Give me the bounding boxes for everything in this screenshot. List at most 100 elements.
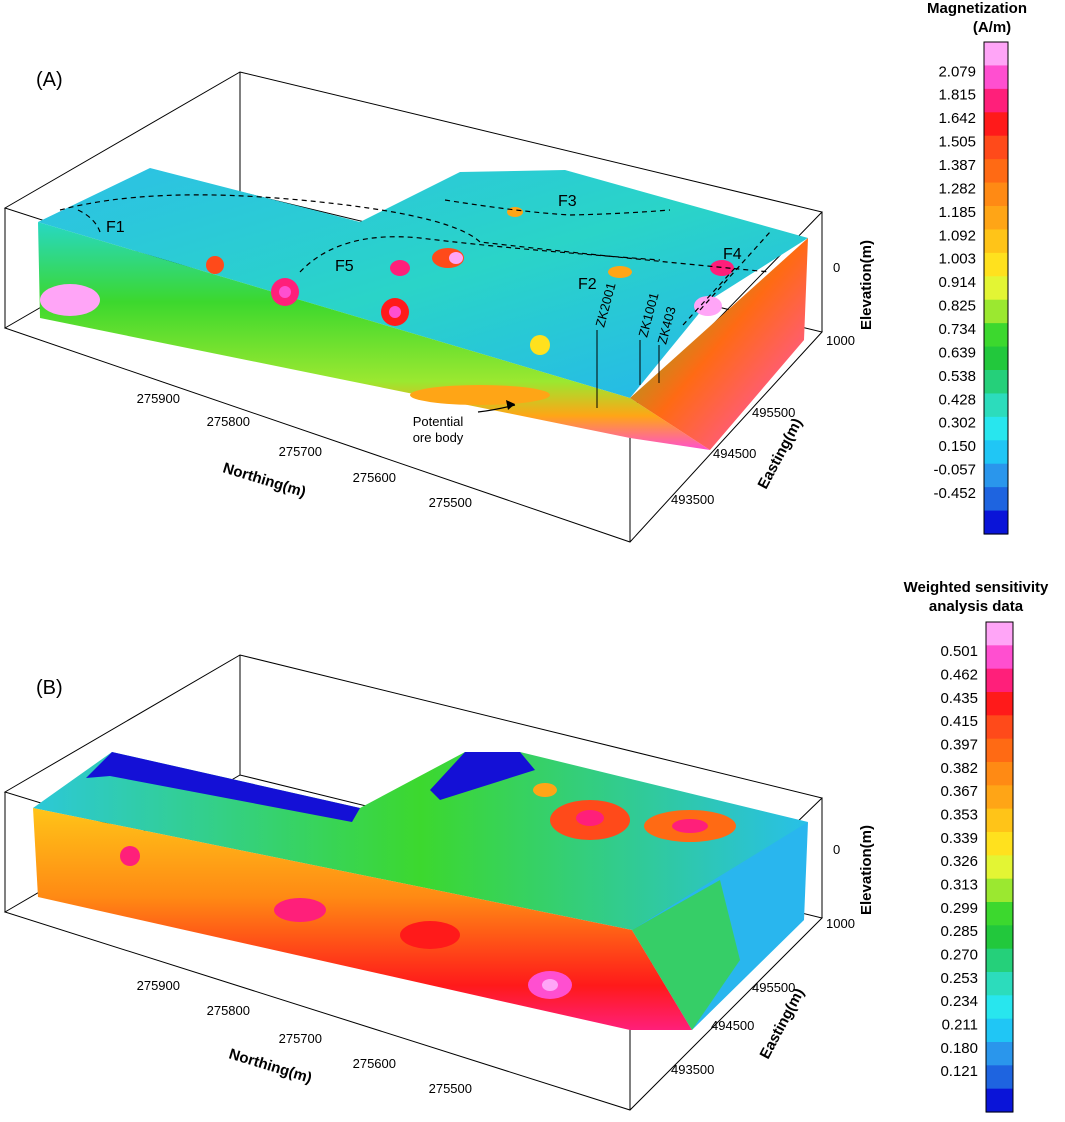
easting-tick: 494500 [711,1018,754,1033]
colorbar-swatch [984,299,1008,324]
elevation-axis-title: Elevation(m) [858,825,875,915]
elevation-tick: 0 [833,260,840,275]
northing-axis-title: Northing(m) [227,1046,314,1087]
colorbar-swatch [984,440,1008,465]
colorbar-swatch [986,925,1013,950]
northing-tick: 275800 [207,414,250,429]
colorbar-tick-label: 1.505 [938,134,976,151]
colorbar-swatch [984,393,1008,418]
colorbar-tick-label: 0.734 [938,321,976,338]
colorbar-tick-label: 0.382 [940,760,978,777]
colorbar-swatch [986,785,1013,810]
colorbar-swatch [986,808,1013,833]
colorbar-swatch [984,370,1008,395]
panel-b-block [33,752,808,1030]
northing-tick: 275500 [429,1081,472,1096]
colorbar-swatch [986,668,1013,693]
colorbar-tick-label: 0.538 [938,368,976,385]
colorbar-swatch [984,229,1008,254]
colorbar-tick-label: 0.121 [940,1063,978,1080]
fault-label-f5: F5 [335,258,354,275]
colorbar-tick-label: -0.452 [933,485,976,502]
easting-tick: 493500 [671,1062,714,1077]
panel-b-label: (B) [36,677,63,699]
panel-b-northing-axis: 275900 275800 275700 275600 275500 North… [137,978,472,1096]
colorbar-tick-label: 1.815 [938,87,976,104]
colorbar-tick-label: 0.326 [940,853,978,870]
colorbar-tick-label: 0.397 [940,737,978,754]
ore-body-label-line1: Potential [413,414,464,429]
colorbar-tick-label: 0.639 [938,344,976,361]
colorbar-tick-label: 0.302 [938,415,976,432]
colorbar-tick-label: 1.185 [938,204,976,221]
panel-a-top-surface [38,168,808,398]
colorbar-swatch [984,510,1008,535]
colorbar-swatch [986,692,1013,716]
colorbar-title-line1: Magnetization [927,0,1027,17]
colorbar-tick-label: 0.435 [940,690,978,707]
colorbar-swatch [984,182,1008,207]
fault-label-f2: F2 [578,276,597,293]
easting-axis-title: Easting(m) [757,985,808,1061]
colorbar-tick-label: 0.270 [940,947,978,964]
colorbar-swatch [986,645,1013,670]
colorbar-tick-label: 1.282 [938,180,976,197]
colorbar-tick-label: -0.057 [933,462,976,479]
colorbar-swatch [984,276,1008,301]
colorbar-swatch [984,112,1008,137]
colorbar-swatch [984,252,1008,277]
northing-tick: 275900 [137,978,180,993]
colorbar-swatch [984,42,1008,67]
colorbar-tick-label: 0.501 [940,643,978,660]
colorbar-swatch [986,1042,1013,1066]
ore-body-label-line2: ore body [413,430,464,445]
colorbar-swatch [986,762,1013,786]
fault-label-f3: F3 [558,193,577,210]
easting-axis-title: Easting(m) [755,415,806,491]
easting-tick: 493500 [671,492,714,507]
colorbar-tick-label: 0.914 [938,274,976,291]
colorbar-swatch [984,206,1008,231]
panel-a-northing-axis: 275900 275800 275700 275600 275500 North… [137,391,472,510]
panel-a-elevation-axis: 0 1000 Elevation(m) [826,240,875,348]
colorbar-swatch [984,135,1008,160]
colorbar-title-line1: Weighted sensitivity [904,579,1049,596]
colorbar-tick-label: 0.339 [940,830,978,847]
colorbar-swatch [984,65,1008,90]
colorbar-tick-label: 1.642 [938,110,976,127]
colorbar-tick-label: 0.428 [938,391,976,408]
colorbar-tick-label: 1.387 [938,157,976,174]
colorbar-tick-label: 0.313 [940,877,978,894]
colorbar-swatch [984,323,1008,348]
colorbar-tick-label: 0.150 [938,438,976,455]
colorbar-title-line2: (A/m) [973,19,1011,36]
colorbar-swatch [986,715,1013,740]
panel-a-colorbar: Magnetization (A/m) 2.079 1.815 1.642 1.505… [927,0,1027,535]
colorbar-swatch [984,346,1008,371]
panel-a-label: (A) [36,69,63,91]
colorbar-swatch [986,1065,1013,1090]
northing-tick: 275800 [207,1003,250,1018]
northing-tick: 275900 [137,391,180,406]
easting-tick: 495500 [752,405,795,420]
elevation-tick: 1000 [826,333,855,348]
colorbar-tick-label: 0.234 [940,993,978,1010]
colorbar-tick-label: 0.462 [940,667,978,684]
colorbar-title-line2: analysis data [929,598,1024,615]
panel-a-right-face [630,238,808,450]
colorbar-tick-label: 0.367 [940,783,978,800]
elevation-tick: 0 [833,842,840,857]
colorbar-swatch [984,88,1008,113]
northing-axis-title: Northing(m) [221,460,308,501]
panel-b-elevation-axis: 0 1000 Elevation(m) [826,825,875,931]
colorbar-swatch [986,878,1013,903]
colorbar-swatch [984,416,1008,441]
elevation-tick: 1000 [826,916,855,931]
panel-a: (A) [3,0,1027,543]
colorbar-tick-label: 1.003 [938,251,976,268]
panel-b: (B) 2 [3,579,1049,1113]
colorbar-swatch [986,1088,1013,1113]
colorbar-tick-label: 0.299 [940,900,978,917]
colorbar-swatch [986,738,1013,763]
